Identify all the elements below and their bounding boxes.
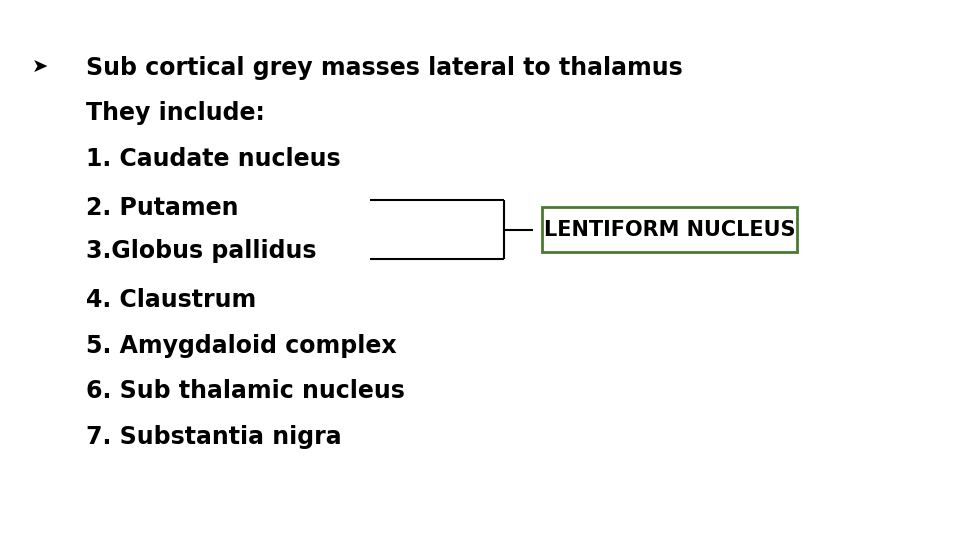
Text: 2. Putamen: 2. Putamen [86,196,239,220]
Text: 6. Sub thalamic nucleus: 6. Sub thalamic nucleus [86,380,405,403]
Text: 5. Amygdaloid complex: 5. Amygdaloid complex [86,334,397,357]
Text: They include:: They include: [86,102,265,125]
Text: ➤: ➤ [32,58,49,77]
Text: 7. Substantia nigra: 7. Substantia nigra [86,426,342,449]
Text: 4. Claustrum: 4. Claustrum [86,288,256,312]
Text: LENTIFORM NUCLEUS: LENTIFORM NUCLEUS [544,219,795,240]
Text: 3.Globus pallidus: 3.Globus pallidus [86,239,317,263]
Bar [542,206,797,252]
Text: 1. Caudate nucleus: 1. Caudate nucleus [86,147,341,171]
Text: Sub cortical grey masses lateral to thalamus: Sub cortical grey masses lateral to thal… [86,56,684,79]
